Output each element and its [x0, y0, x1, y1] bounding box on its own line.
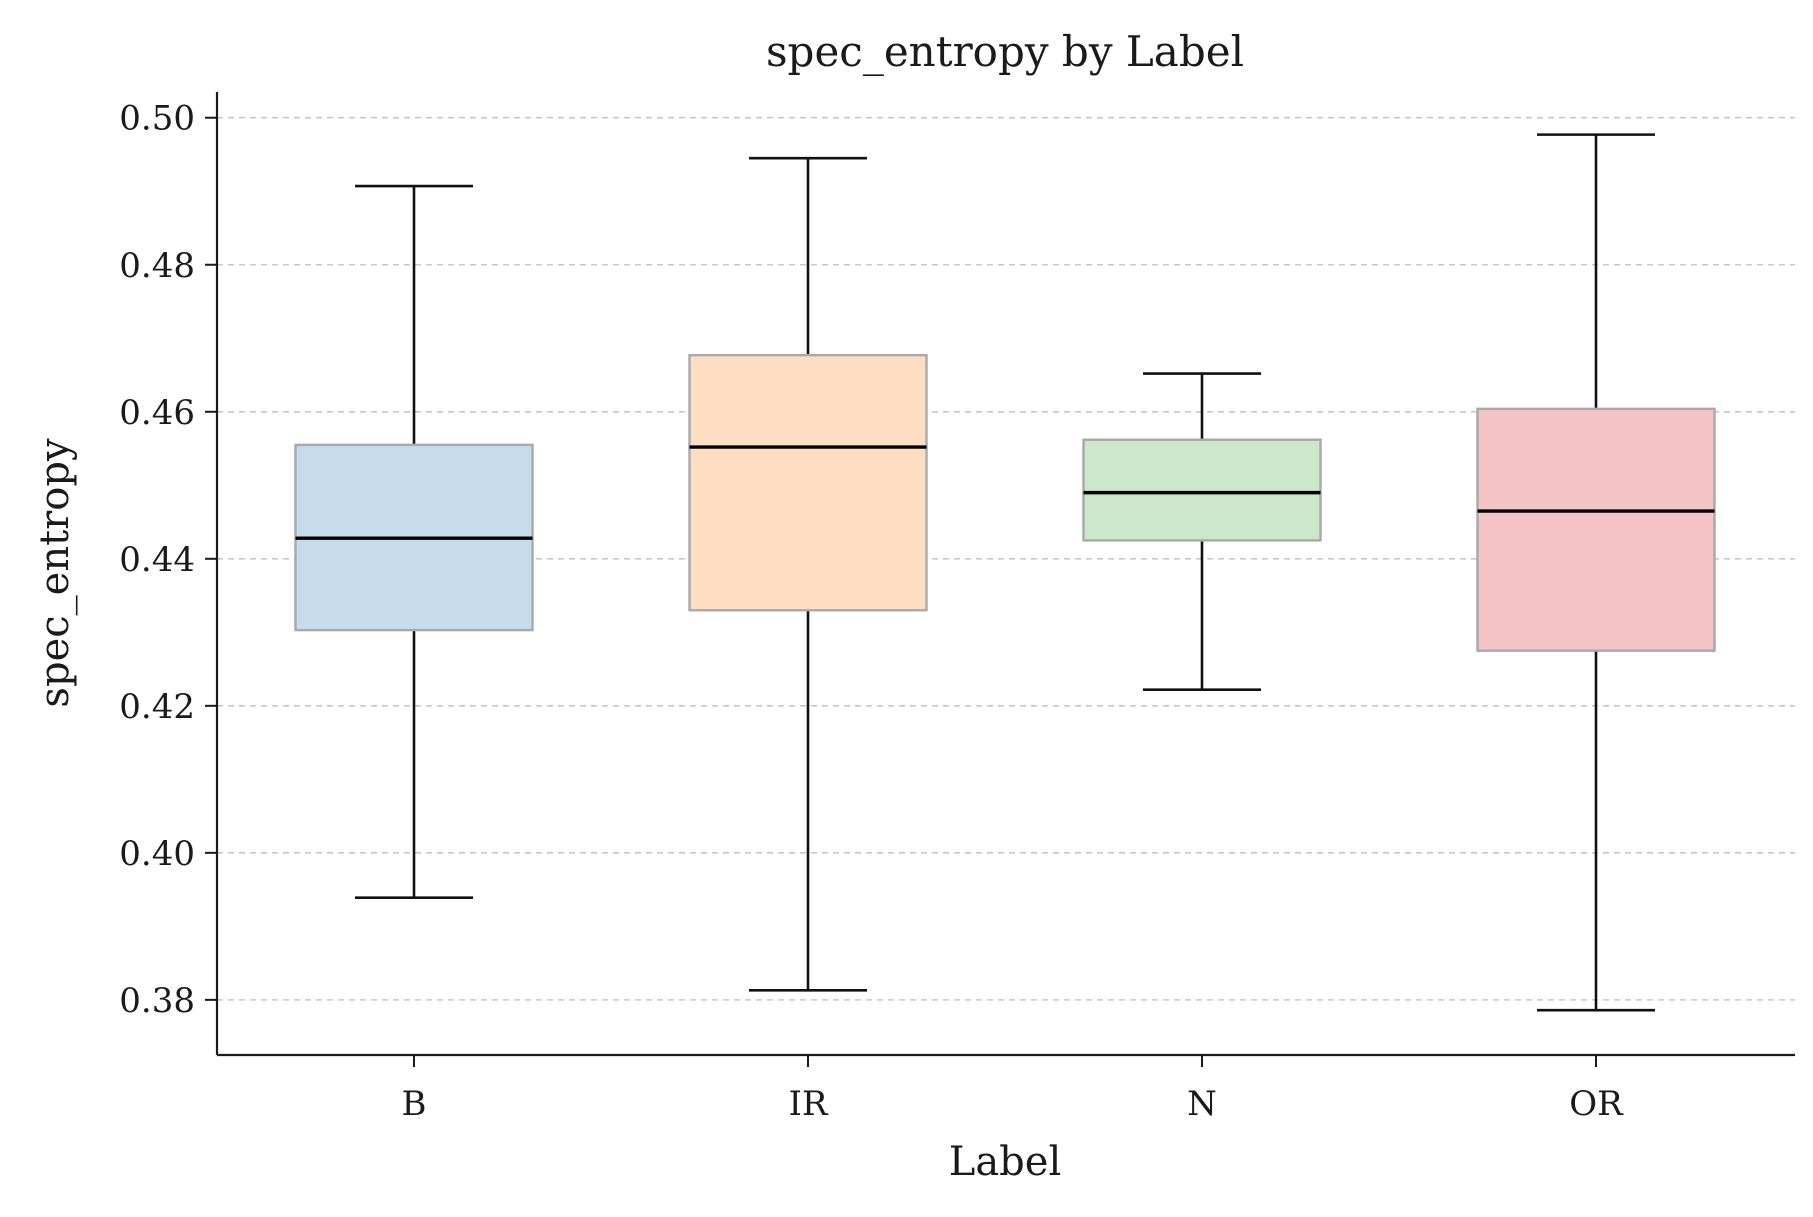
y-tick-label: 0.42 [119, 687, 195, 727]
box-n [1082, 372, 1322, 691]
box-series [294, 133, 1716, 1012]
box-or [1476, 133, 1716, 1012]
x-axis-label: Label [949, 1139, 1061, 1185]
box-ir [688, 156, 928, 992]
iqr-box [1082, 438, 1322, 542]
x-tick-label: B [402, 1084, 427, 1124]
y-tick-label: 0.40 [119, 834, 195, 874]
x-tick-label: N [1187, 1084, 1217, 1124]
iqr-box [1476, 407, 1716, 652]
y-tick-label: 0.44 [119, 540, 195, 580]
iqr-box [688, 353, 928, 612]
y-tick-label: 0.46 [119, 393, 195, 433]
tick-labels: 0.38 0.40 0.42 0.44 0.46 0.48 0.50 B IR N OR [119, 99, 1624, 1124]
box-b [294, 184, 534, 899]
y-tick-label: 0.48 [119, 246, 195, 286]
x-tick-label: IR [788, 1084, 828, 1124]
y-tick-label: 0.38 [119, 981, 195, 1021]
x-tick-label: OR [1569, 1084, 1624, 1124]
y-axis-label: spec_entropy [32, 438, 78, 708]
chart-title: spec_entropy by Label [766, 27, 1244, 76]
axes [205, 92, 1795, 1067]
y-tick-label: 0.50 [119, 99, 195, 139]
